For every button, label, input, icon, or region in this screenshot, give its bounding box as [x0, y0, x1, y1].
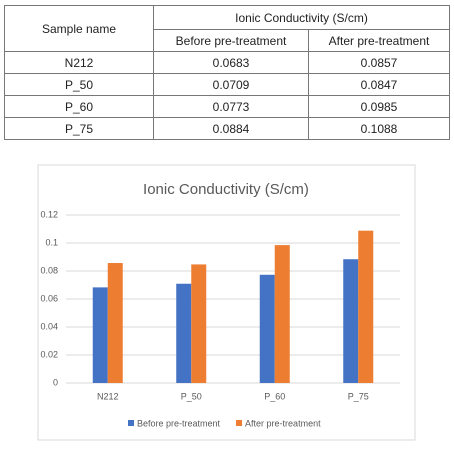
y-tick-label: 0.1: [45, 237, 58, 247]
header-cell: Ionic Conductivity (S/cm): [153, 5, 450, 30]
y-tick-label: 0.08: [40, 265, 58, 275]
legend-label: After pre-treatment: [245, 418, 321, 428]
bar: [358, 230, 374, 383]
table-cell: 0.1088: [308, 117, 450, 140]
y-tick-label: 0.04: [40, 321, 58, 331]
x-tick-label: P_75: [348, 391, 369, 401]
table-row: P_75 0.0884 0.1088: [4, 117, 450, 140]
table-cell: P_50: [4, 73, 154, 96]
legend-label: Before pre-treatment: [137, 418, 221, 428]
y-tick-label: 0.06: [40, 293, 58, 303]
bar: [259, 274, 275, 383]
table-cell: P_60: [4, 95, 154, 118]
y-tick-label: 0: [53, 377, 58, 387]
y-tick-label: 0.02: [40, 349, 58, 359]
y-tick-label: 0.12: [40, 209, 58, 219]
x-tick-label: N212: [97, 391, 119, 401]
x-tick-label: P_60: [264, 391, 285, 401]
table-cell: 0.0884: [153, 117, 309, 140]
header-cell: Sample name: [4, 5, 154, 52]
table-body: N212 0.0683 0.0857 P_50 0.0709 0.0847 P_60 0.07…: [4, 51, 450, 140]
data-table: Sample name Ionic Conductivity (S/cm) Be…: [4, 5, 450, 140]
bar: [343, 259, 359, 383]
bar: [191, 264, 207, 383]
header-row: Sample name Ionic Conductivity (S/cm): [4, 5, 450, 52]
bar: [176, 283, 192, 383]
legend-swatch: [128, 420, 134, 426]
x-tick-label: P_50: [181, 391, 202, 401]
chart-title: Ionic Conductivity (S/cm): [143, 181, 309, 198]
bar: [274, 245, 290, 383]
table-cell: P_75: [4, 117, 154, 140]
table-row: P_60 0.0773 0.0985: [4, 95, 450, 118]
bar: [92, 287, 108, 383]
table-row: N212 0.0683 0.0857: [4, 51, 450, 74]
bar: [107, 263, 123, 383]
legend-swatch: [236, 420, 243, 426]
